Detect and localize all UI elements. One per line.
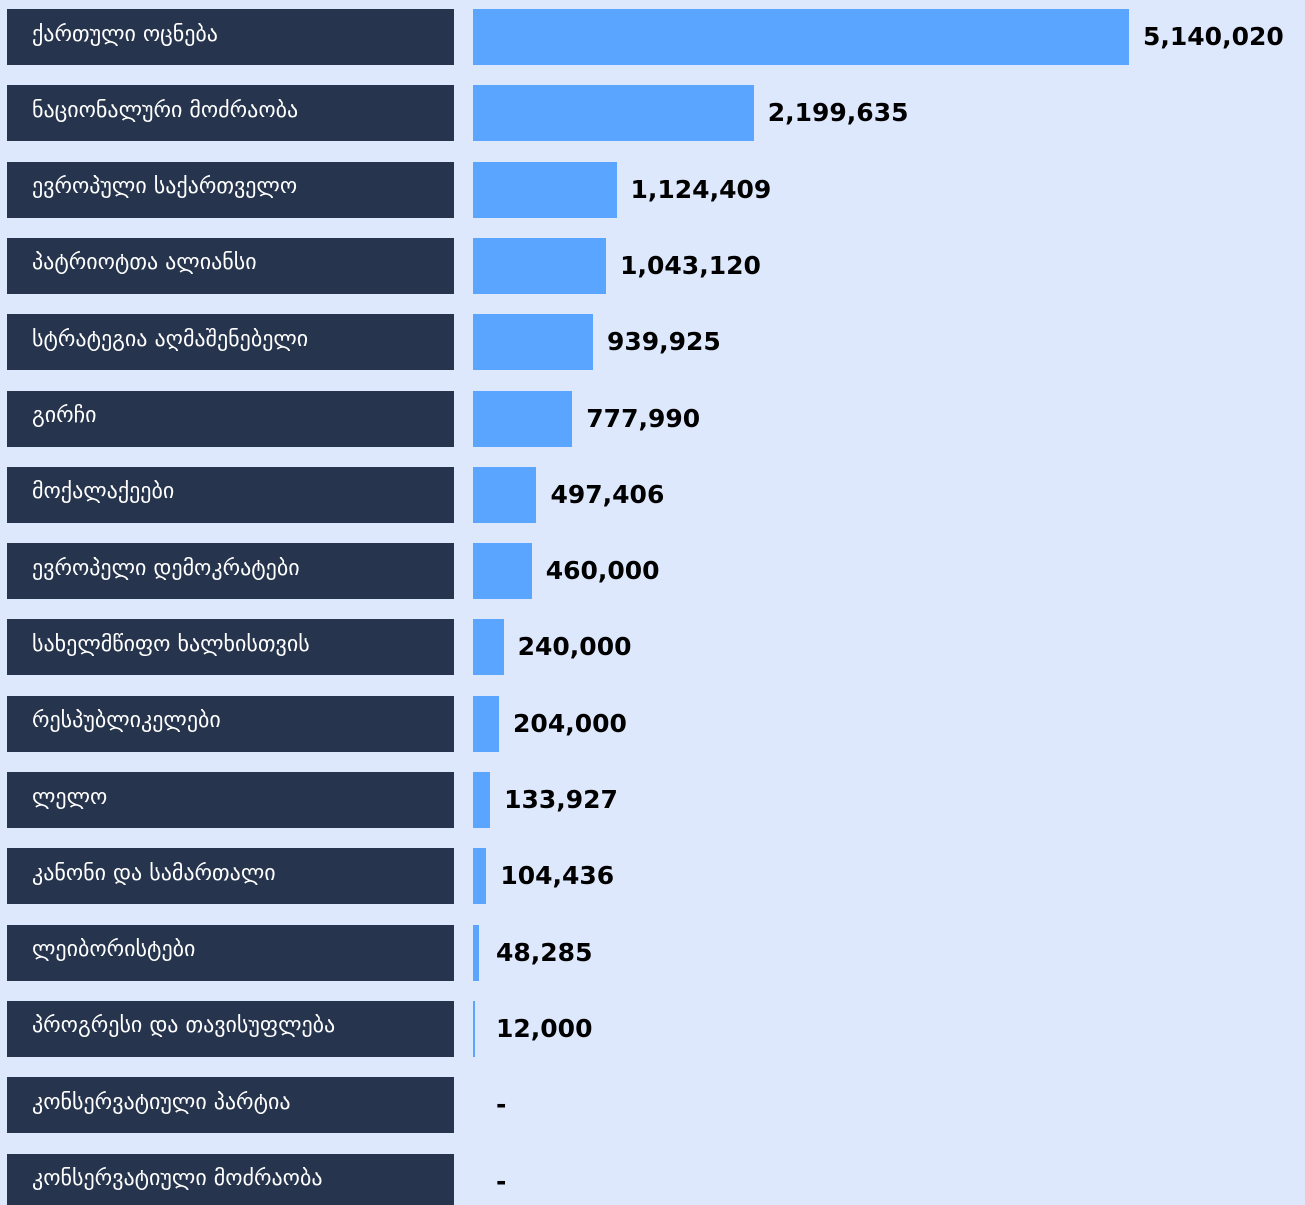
category-label: ლეიბორისტები bbox=[32, 937, 196, 963]
bar bbox=[473, 695, 500, 752]
category-label: კონსერვატიული პარტია bbox=[32, 1089, 291, 1115]
bar-row: კონსერვატიული მოძრაობა - bbox=[0, 1153, 1305, 1205]
bar-row: კანონი და სამართალი 104,436 bbox=[0, 848, 1305, 905]
value-label: - bbox=[496, 1090, 507, 1120]
bar bbox=[473, 848, 487, 905]
bar bbox=[473, 9, 1129, 65]
category-label-box: ევროპული საქართველო bbox=[7, 161, 454, 218]
value-label: 204,000 bbox=[513, 708, 627, 738]
category-label-box: ნაციონალური მოძრაობა bbox=[7, 85, 454, 142]
value-label: 12,000 bbox=[496, 1013, 593, 1043]
value-label: 1,124,409 bbox=[630, 174, 772, 204]
category-label-box: ლეიბორისტები bbox=[7, 924, 454, 981]
bar-row: ევროპელი დემოკრატები 460,000 bbox=[0, 543, 1305, 600]
category-label: სტრატეგია აღმაშენებელი bbox=[32, 326, 309, 352]
category-label-box: პატრიოტთა ალიანსი bbox=[7, 237, 454, 294]
category-label: კანონი და სამართალი bbox=[32, 860, 276, 886]
bar-row: გირჩი 777,990 bbox=[0, 390, 1305, 447]
value-label: 133,927 bbox=[504, 785, 618, 814]
value-label: 5,140,020 bbox=[1143, 22, 1284, 51]
value-label: 104,436 bbox=[500, 861, 615, 891]
category-label-box: რესპუბლიკელები bbox=[7, 695, 454, 752]
bar-row: სტრატეგია აღმაშენებელი 939,925 bbox=[0, 314, 1305, 371]
bar bbox=[473, 543, 532, 600]
category-label-box: კონსერვატიული პარტია bbox=[7, 1077, 454, 1134]
category-label-box: სტრატეგია აღმაშენებელი bbox=[7, 314, 454, 371]
bar-row: სახელმწიფო ხალხისთვის 240,000 bbox=[0, 619, 1305, 676]
category-label: პროგრესი და თავისუფლება bbox=[32, 1013, 336, 1039]
bar bbox=[473, 466, 537, 523]
category-label: გირჩი bbox=[32, 403, 97, 428]
category-label-box: ევროპელი დემოკრატები bbox=[7, 543, 454, 600]
bar bbox=[473, 237, 607, 294]
value-label: 939,925 bbox=[606, 327, 721, 357]
value-label: 777,990 bbox=[586, 403, 701, 433]
category-label: მოქალაქეები bbox=[32, 479, 175, 505]
bar-row: ევროპული საქართველო 1,124,409 bbox=[0, 161, 1305, 218]
category-label: ქართული ოცნება bbox=[32, 21, 218, 47]
bar-row: კონსერვატიული პარტია - bbox=[0, 1077, 1305, 1134]
category-label: რესპუბლიკელები bbox=[32, 708, 221, 734]
category-label: ევროპული საქართველო bbox=[32, 174, 298, 200]
category-label-box: კონსერვატიული მოძრაობა bbox=[7, 1153, 454, 1205]
value-label: 2,199,635 bbox=[767, 98, 909, 128]
category-label-box: კანონი და სამართალი bbox=[7, 848, 454, 905]
value-label: 460,000 bbox=[545, 556, 660, 586]
bar-row: ნაციონალური მოძრაობა 2,199,635 bbox=[0, 85, 1305, 142]
bar bbox=[473, 619, 504, 676]
bar bbox=[473, 1000, 475, 1057]
bar-row: ლეიბორისტები 48,285 bbox=[0, 924, 1305, 981]
value-label: 240,000 bbox=[517, 632, 632, 662]
category-label-box: ქართული ოცნება bbox=[7, 9, 454, 65]
category-label-box: სახელმწიფო ხალხისთვის bbox=[7, 619, 454, 676]
bar-row: პატრიოტთა ალიანსი 1,043,120 bbox=[0, 237, 1305, 294]
category-label-box: პროგრესი და თავისუფლება bbox=[7, 1000, 454, 1057]
category-label: ევროპელი დემოკრატები bbox=[32, 555, 300, 581]
value-label: 497,406 bbox=[550, 479, 665, 509]
bar bbox=[473, 924, 480, 981]
category-label: სახელმწიფო ხალხისთვის bbox=[32, 631, 310, 657]
bar bbox=[473, 85, 754, 142]
category-label-box: მოქალაქეები bbox=[7, 466, 454, 523]
bar-row: რესპუბლიკელები 204,000 bbox=[0, 695, 1305, 752]
bar-row: პროგრესი და თავისუფლება 12,000 bbox=[0, 1000, 1305, 1057]
bar bbox=[473, 161, 617, 218]
bar bbox=[473, 314, 593, 371]
category-label: ნაციონალური მოძრაობა bbox=[32, 97, 299, 123]
category-label-box: გირჩი bbox=[7, 390, 454, 447]
category-label: ლელო bbox=[32, 784, 108, 810]
bar-row: მოქალაქეები 497,406 bbox=[0, 466, 1305, 523]
value-label: 48,285 bbox=[496, 937, 593, 967]
bar bbox=[473, 390, 573, 447]
bar-row: ლელო 133,927 bbox=[0, 772, 1305, 828]
bar-row: ქართული ოცნება 5,140,020 bbox=[0, 9, 1305, 65]
category-label: პატრიოტთა ალიანსი bbox=[32, 250, 257, 276]
value-label: 1,043,120 bbox=[620, 250, 761, 280]
bar bbox=[473, 772, 491, 828]
category-label-box: ლელო bbox=[7, 772, 454, 828]
category-label: კონსერვატიული მოძრაობა bbox=[32, 1166, 323, 1191]
value-label: - bbox=[496, 1166, 507, 1196]
